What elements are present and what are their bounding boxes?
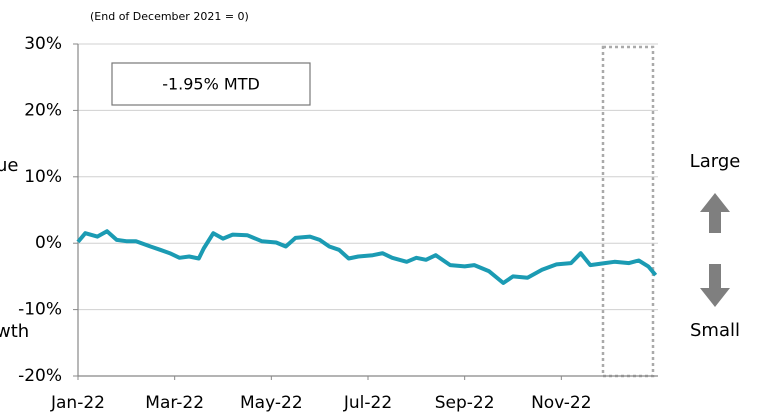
chart-subtitle: (End of December 2021 = 0) [90, 10, 249, 23]
y-tick-label: -20% [18, 366, 62, 386]
x-tick-label: Nov-22 [531, 393, 592, 413]
x-tick-label: May-22 [240, 393, 303, 413]
y-tick-label: 0% [35, 233, 62, 253]
up-arrow [700, 193, 730, 233]
down-arrow [700, 264, 730, 307]
x-tick-label: Jan-22 [50, 393, 105, 413]
right-label-bottom: Small [690, 320, 740, 341]
left-label-top: ue [0, 155, 18, 176]
y-tick-label: 30% [24, 34, 62, 54]
series-line [76, 229, 658, 285]
y-tick-label: -10% [18, 300, 62, 320]
annotation-box [111, 62, 311, 106]
annotation: -1.95% MTD [162, 75, 260, 94]
x-tick-label: Mar-22 [145, 393, 204, 413]
x-tick-label: Sep-22 [435, 393, 495, 413]
right-label-top: Large [690, 151, 741, 172]
y-tick-label: 20% [24, 100, 62, 120]
highlight-box [601, 45, 655, 378]
left-label-bottom: wth [0, 321, 29, 342]
x-tick-label: Jul-22 [343, 393, 392, 413]
y-tick-label: 10% [24, 167, 62, 187]
